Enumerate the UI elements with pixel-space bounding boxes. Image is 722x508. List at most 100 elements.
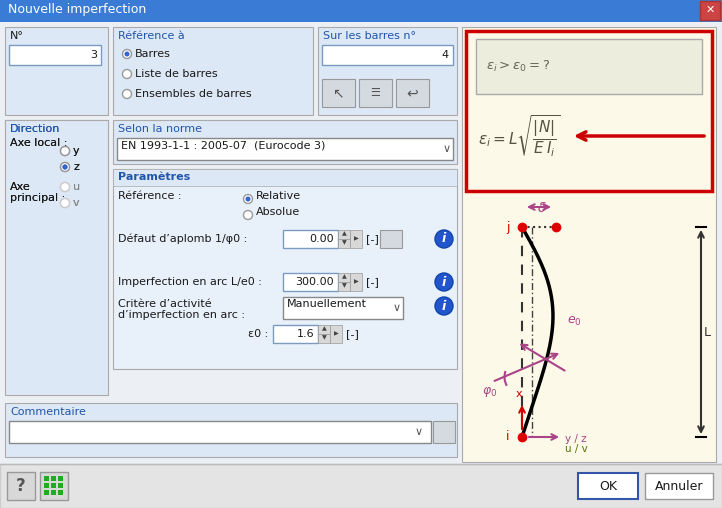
Text: Paramètres: Paramètres xyxy=(118,172,191,182)
Text: 0.00: 0.00 xyxy=(309,234,334,244)
Bar xyxy=(359,79,392,107)
Bar xyxy=(0,0,722,22)
Bar xyxy=(58,476,63,481)
Text: ▶: ▶ xyxy=(354,279,358,284)
Text: Référence :: Référence : xyxy=(118,191,181,201)
Circle shape xyxy=(243,195,253,204)
Bar xyxy=(380,230,402,248)
Bar xyxy=(44,483,49,488)
Text: Ensembles de barres: Ensembles de barres xyxy=(135,89,252,99)
Text: [-]: [-] xyxy=(346,329,359,339)
Bar xyxy=(5,403,457,457)
Bar xyxy=(322,79,355,107)
Bar xyxy=(578,473,638,499)
Bar xyxy=(338,239,350,248)
Bar xyxy=(322,45,453,65)
Text: ∨: ∨ xyxy=(443,144,451,154)
Text: i: i xyxy=(442,233,446,245)
Text: ?: ? xyxy=(16,477,26,495)
Circle shape xyxy=(63,165,67,170)
Bar xyxy=(283,297,403,319)
Text: $\delta$: $\delta$ xyxy=(537,201,547,215)
Bar xyxy=(318,334,330,343)
Text: ▶: ▶ xyxy=(354,237,358,241)
Bar xyxy=(466,31,712,191)
Text: z: z xyxy=(73,162,79,172)
Text: EN 1993-1-1 : 2005-07  (Eurocode 3): EN 1993-1-1 : 2005-07 (Eurocode 3) xyxy=(121,140,326,150)
Text: y: y xyxy=(73,146,79,156)
Text: N°: N° xyxy=(10,31,24,41)
Text: 3: 3 xyxy=(90,50,97,60)
Text: $\varphi_0$: $\varphi_0$ xyxy=(482,385,497,399)
Circle shape xyxy=(123,70,131,79)
Circle shape xyxy=(243,210,253,219)
Bar xyxy=(51,476,56,481)
Text: ✕: ✕ xyxy=(705,5,715,15)
Text: z: z xyxy=(73,162,79,172)
Bar xyxy=(330,325,342,343)
Text: i: i xyxy=(506,430,510,443)
Text: ↖: ↖ xyxy=(332,86,344,100)
Bar xyxy=(350,230,362,248)
Text: ▼: ▼ xyxy=(342,283,347,289)
Circle shape xyxy=(61,199,69,207)
Text: ▼: ▼ xyxy=(342,240,347,245)
Text: Défaut d’aplomb 1/φ0 :: Défaut d’aplomb 1/φ0 : xyxy=(118,234,247,244)
Bar xyxy=(350,273,362,291)
Bar xyxy=(283,230,338,248)
Text: [-]: [-] xyxy=(366,277,379,287)
Text: ↩: ↩ xyxy=(406,86,418,100)
Bar xyxy=(44,490,49,495)
Bar xyxy=(476,39,702,94)
Text: ∨: ∨ xyxy=(415,427,423,437)
Circle shape xyxy=(245,197,251,202)
Bar xyxy=(318,325,330,334)
Text: principal :: principal : xyxy=(10,193,65,203)
Bar xyxy=(338,282,350,291)
Text: 4: 4 xyxy=(442,50,449,60)
Bar xyxy=(113,169,457,369)
Text: Axe: Axe xyxy=(10,182,31,192)
Bar xyxy=(700,1,720,20)
Text: Nouvelle imperfection: Nouvelle imperfection xyxy=(8,3,147,16)
Text: Annuler: Annuler xyxy=(655,480,703,492)
Text: Liste de barres: Liste de barres xyxy=(135,69,217,79)
Text: u: u xyxy=(73,182,80,192)
Text: Axe local :: Axe local : xyxy=(10,138,67,148)
Bar xyxy=(5,27,108,115)
Bar xyxy=(113,169,457,186)
Circle shape xyxy=(435,297,453,315)
Text: principal :: principal : xyxy=(10,193,65,203)
Bar xyxy=(5,120,108,235)
Bar xyxy=(113,27,313,115)
Bar xyxy=(51,490,56,495)
Circle shape xyxy=(61,182,69,192)
Text: Imperfection en arc L/e0 :: Imperfection en arc L/e0 : xyxy=(118,277,262,287)
Text: L: L xyxy=(704,326,711,338)
Text: x: x xyxy=(516,389,522,399)
Text: Axe local :: Axe local : xyxy=(10,138,67,148)
Text: $\varepsilon_i = L\sqrt{\dfrac{|N|}{E\,I_i}}$: $\varepsilon_i = L\sqrt{\dfrac{|N|}{E\,I… xyxy=(478,113,560,158)
Bar xyxy=(645,473,713,499)
Text: Axe: Axe xyxy=(10,182,31,192)
Text: y / z: y / z xyxy=(565,434,586,444)
Text: Relative: Relative xyxy=(256,191,301,201)
Bar xyxy=(318,27,457,115)
Bar xyxy=(58,490,63,495)
Bar xyxy=(9,421,431,443)
Bar xyxy=(462,27,716,462)
Text: d’imperfection en arc :: d’imperfection en arc : xyxy=(118,310,245,320)
Text: $\varepsilon_i > \varepsilon_0 = ?$: $\varepsilon_i > \varepsilon_0 = ?$ xyxy=(486,59,550,74)
Text: Direction: Direction xyxy=(10,124,61,134)
Circle shape xyxy=(435,230,453,248)
Bar xyxy=(0,464,722,508)
Circle shape xyxy=(63,165,67,170)
Circle shape xyxy=(61,163,69,172)
Text: Référence à: Référence à xyxy=(118,31,185,41)
Text: j: j xyxy=(506,220,510,234)
Bar xyxy=(51,483,56,488)
Text: 1.6: 1.6 xyxy=(296,329,314,339)
Circle shape xyxy=(435,273,453,291)
Text: ε0 :: ε0 : xyxy=(248,329,268,339)
Bar xyxy=(58,483,63,488)
